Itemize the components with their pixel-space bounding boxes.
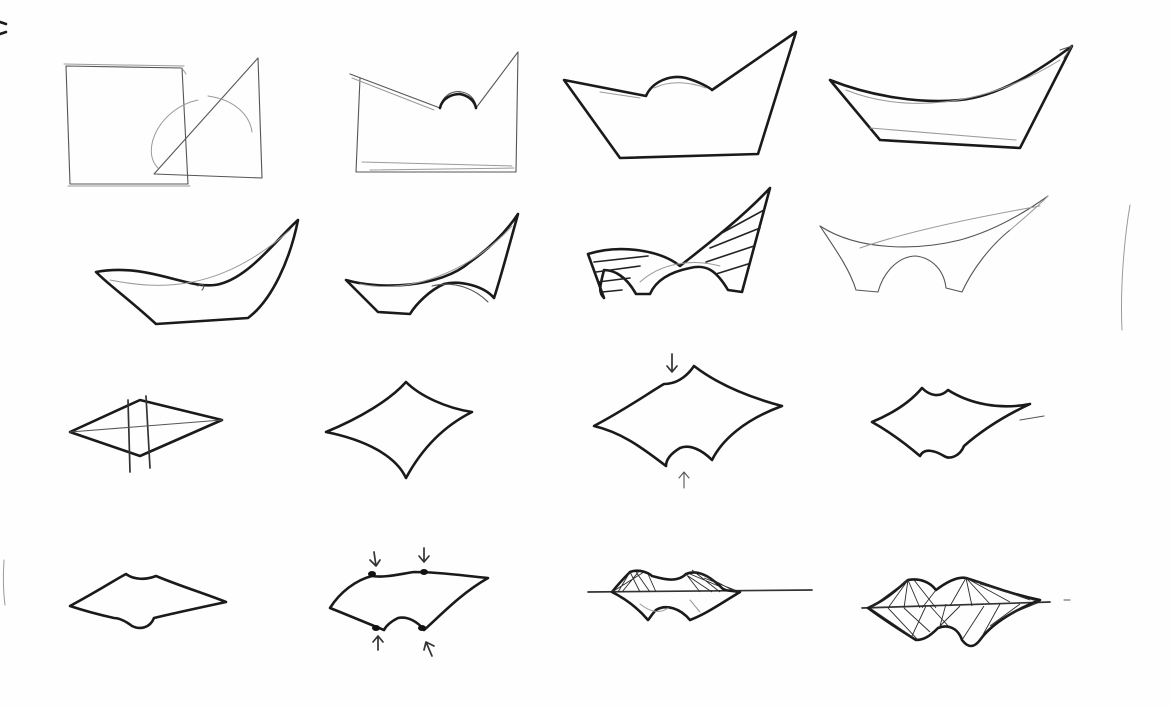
sketch-curved-diamond: [324, 380, 474, 480]
load-point: [418, 625, 426, 631]
sketch-lens-with-four-arrows: [328, 547, 490, 657]
margin-stroke-left: [2, 559, 6, 606]
sketch-hull-with-arch: [344, 212, 520, 316]
load-point: [420, 569, 428, 575]
margin-stroke-right: [1120, 204, 1131, 331]
sketch-tensile-lines-above: [587, 569, 813, 622]
horizontal-axis: [587, 589, 813, 593]
arrow-down-icon: [666, 353, 678, 373]
sketch-bold-dome-outline: [562, 30, 798, 160]
sketch-tensile-web-both-sides: [861, 576, 1071, 648]
sketch-square-triangle: [63, 57, 263, 187]
arrow-up-icon: [372, 635, 384, 651]
corner-mark: [0, 20, 8, 36]
arrow-down-icon: [418, 547, 430, 563]
sketch-curved-hull: [94, 218, 300, 326]
sketch-notched-lens: [68, 572, 228, 630]
sketch-small-notched-diamond: [870, 386, 1045, 459]
sketch-outline-with-arc: [349, 51, 519, 173]
arrow-up-icon: [423, 641, 435, 657]
sketch-shallow-boat: [828, 44, 1074, 150]
arrow-down-icon: [369, 551, 381, 567]
sketch-hatched-saddle: [586, 186, 772, 300]
load-point: [372, 625, 380, 631]
load-point: [368, 571, 376, 577]
sketch-crossed-diamond: [68, 395, 224, 473]
hatching: [593, 209, 765, 293]
sketch-notched-diamond-arrows: [592, 353, 784, 489]
horizontal-axis: [861, 601, 1051, 609]
sketch-light-double-arch: [819, 195, 1049, 293]
arrow-up-icon: [678, 471, 690, 489]
